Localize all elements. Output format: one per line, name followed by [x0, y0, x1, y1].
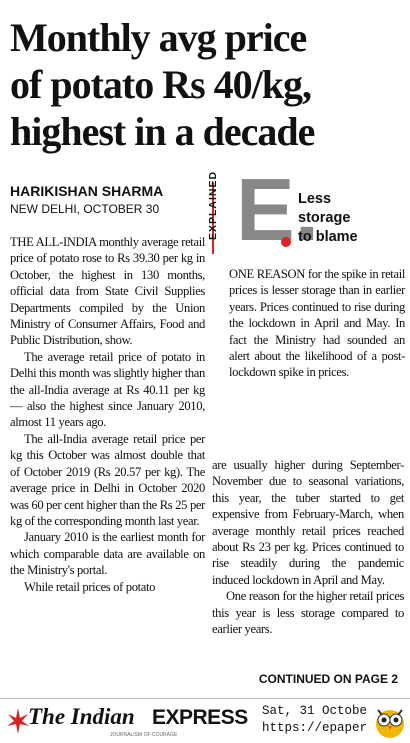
headline-line: Monthly avg price — [10, 15, 307, 60]
title-line: storage — [298, 210, 351, 226]
paragraph: ONE REASON for the spike in retail price… — [229, 267, 405, 380]
tagline: JOURNALISM OF COURAGE — [110, 732, 178, 738]
paragraph: The average retail price of potato in De… — [10, 349, 205, 430]
explained-label: EXPLAINED — [207, 170, 219, 240]
dateline: NEW DELHI, OCTOBER 30 — [10, 202, 160, 216]
left-column: THE ALL-INDIA monthly average retail pri… — [10, 234, 205, 595]
paragraph: The all-India average retail price per k… — [10, 431, 205, 528]
right-column: are usually higher during September-Nove… — [212, 457, 404, 637]
footer-rule — [0, 698, 410, 699]
red-dot — [281, 237, 291, 247]
explained-body: ONE REASON for the spike in retail price… — [229, 266, 405, 381]
explained-letter: E. — [236, 160, 320, 259]
headline-line: of potato Rs 40/kg, — [10, 62, 312, 107]
explained-title: Less storage to blame — [298, 190, 358, 247]
paragraph: One reason for the higher retail prices … — [212, 589, 404, 637]
logo-mark — [7, 708, 29, 734]
owl-icon — [376, 709, 404, 738]
date: Sat, 31 Octobe — [262, 704, 368, 718]
paragraph: are usually higher during September-Nove… — [212, 458, 404, 587]
accent-bar — [212, 182, 214, 254]
author: HARIKISHAN SHARMA — [10, 183, 164, 199]
paragraph: January 2010 is the earliest month for w… — [10, 530, 205, 578]
logo-express: EXPRESS — [152, 706, 248, 729]
headline-line: highest in a decade — [10, 109, 315, 154]
paragraph: While retail prices of potato — [24, 579, 156, 594]
continued: CONTINUED ON PAGE 2 — [258, 672, 398, 686]
title-line: to blame — [298, 229, 358, 245]
paragraph: THE ALL-INDIA monthly average retail pri… — [10, 235, 205, 348]
url[interactable]: https://epaper — [262, 721, 368, 735]
headline: Monthly avg price of potato Rs 40/kg, hi… — [10, 14, 405, 155]
title-line: Less — [298, 191, 332, 207]
logo-the: The Indian — [28, 704, 135, 729]
